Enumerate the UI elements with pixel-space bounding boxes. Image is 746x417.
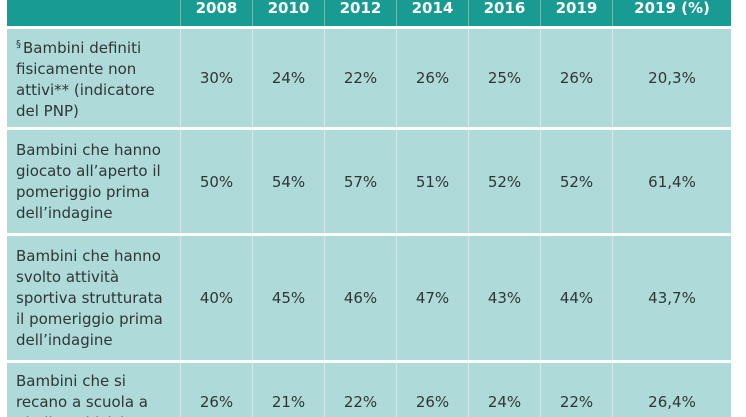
value-cell: 50% bbox=[181, 130, 253, 233]
column-header-2008: 2008 bbox=[181, 0, 253, 26]
value-cell: 46% bbox=[325, 236, 397, 360]
column-header-2019: 2019 bbox=[541, 0, 613, 26]
value-cell: 54% bbox=[253, 130, 325, 233]
column-header-2019-pct: 2019 (%) bbox=[613, 0, 731, 26]
column-header-2014: 2014 bbox=[397, 0, 469, 26]
value-cell: 43,7% bbox=[613, 236, 731, 360]
row-label-giocato-aperto: Bambini che hanno giocato all’aperto il … bbox=[7, 130, 181, 233]
table-row-giocato-aperto: Bambini che hanno giocato all’aperto il … bbox=[7, 130, 731, 233]
value-cell: 52% bbox=[541, 130, 613, 233]
column-header-2012: 2012 bbox=[325, 0, 397, 26]
value-cell: 26% bbox=[397, 363, 469, 417]
value-cell: 40% bbox=[181, 236, 253, 360]
value-cell: 51% bbox=[397, 130, 469, 233]
value-cell: 30% bbox=[181, 29, 253, 127]
value-cell: 45% bbox=[253, 236, 325, 360]
header-empty-cell bbox=[7, 0, 181, 26]
value-cell: 52% bbox=[469, 130, 541, 233]
value-cell: 44% bbox=[541, 236, 613, 360]
value-cell: 57% bbox=[325, 130, 397, 233]
row-label-attivita-sportiva: Bambini che hanno svolto attività sporti… bbox=[7, 236, 181, 360]
row-label-text: Bambini che si recano a scuola a piedi e… bbox=[16, 371, 154, 417]
value-cell: 22% bbox=[325, 29, 397, 127]
row-label-text: Bambini definiti fisicamente non attivi*… bbox=[16, 39, 155, 120]
row-label-non-attivi: § Bambini definiti fisicamente non attivi… bbox=[7, 29, 181, 127]
value-cell: 21% bbox=[253, 363, 325, 417]
section-note-mark: § bbox=[16, 39, 21, 50]
table-row-non-attivi: § Bambini definiti fisicamente non attivi… bbox=[7, 29, 731, 127]
table-row-attivita-sportiva: Bambini che hanno svolto attività sporti… bbox=[7, 236, 731, 360]
value-cell: 20,3% bbox=[613, 29, 731, 127]
value-cell: 24% bbox=[253, 29, 325, 127]
value-cell: 22% bbox=[541, 363, 613, 417]
value-cell: 24% bbox=[469, 363, 541, 417]
row-label-scuola-piedi: Bambini che si recano a scuola a piedi e… bbox=[7, 363, 181, 417]
value-cell: 43% bbox=[469, 236, 541, 360]
value-cell: 26,4% bbox=[613, 363, 731, 417]
table-row-scuola-piedi: Bambini che si recano a scuola a piedi e… bbox=[7, 363, 731, 417]
column-header-2016: 2016 bbox=[469, 0, 541, 26]
value-cell: 26% bbox=[541, 29, 613, 127]
value-cell: 25% bbox=[469, 29, 541, 127]
header-row: 2008 2010 2012 2014 2016 2019 2019 (%) bbox=[7, 0, 731, 26]
row-label-text: Bambini che hanno svolto attività sporti… bbox=[16, 246, 163, 349]
children-activity-table: 2008 2010 2012 2014 2016 2019 2019 (%) §… bbox=[7, 0, 731, 417]
value-cell: 61,4% bbox=[613, 130, 731, 233]
column-header-2010: 2010 bbox=[253, 0, 325, 26]
value-cell: 22% bbox=[325, 363, 397, 417]
value-cell: 26% bbox=[181, 363, 253, 417]
value-cell: 26% bbox=[397, 29, 469, 127]
row-label-text: Bambini che hanno giocato all’aperto il … bbox=[16, 140, 161, 222]
value-cell: 47% bbox=[397, 236, 469, 360]
